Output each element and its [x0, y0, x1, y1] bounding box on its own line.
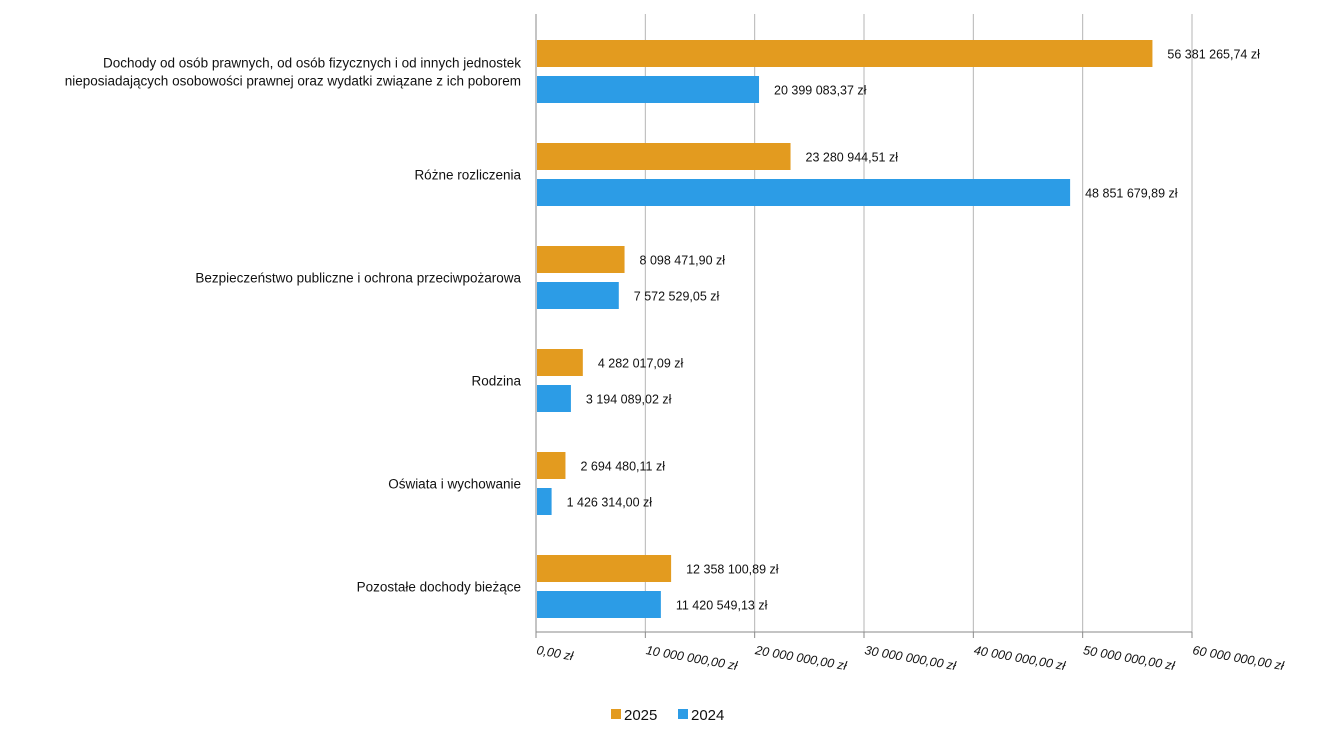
data-label-2025: 23 280 944,51 zł: [806, 151, 899, 165]
value-labels: 56 381 265,74 zł 20 399 083,37 zł 23 280 9…: [567, 48, 1261, 613]
x-tick-label: 0,00 zł: [535, 643, 575, 663]
category-label: Różne rozliczenia: [414, 168, 521, 183]
category-labels: Dochody od osób prawnych, od osób fizycz…: [65, 56, 522, 595]
bars: [537, 40, 1153, 618]
bar-2024: [537, 488, 552, 515]
data-label-2024: 3 194 089,02 zł: [586, 393, 672, 407]
bar-2024: [537, 76, 760, 103]
bar-2025: [537, 246, 625, 273]
x-tick-label: 60 000 000,00 zł: [1191, 643, 1286, 673]
data-label-2025: 56 381 265,74 zł: [1167, 48, 1260, 62]
x-tick-label: 20 000 000,00 zł: [753, 643, 849, 673]
category-label: Bezpieczeństwo publiczne i ochrona przec…: [195, 271, 521, 286]
category-label: Oświata i wychowanie: [388, 477, 521, 492]
bar-2025: [537, 40, 1153, 67]
bar-2024: [537, 591, 661, 618]
category-label: Pozostałe dochody bieżące: [357, 580, 521, 595]
data-label-2024: 1 426 314,00 zł: [567, 496, 653, 510]
category-label: Rodzina: [471, 374, 521, 389]
legend: 2025 2024: [611, 707, 724, 724]
data-label-2025: 2 694 480,11 zł: [580, 460, 665, 474]
x-tick-label: 40 000 000,00 zł: [973, 643, 1068, 673]
bar-2024: [537, 282, 619, 309]
bar-2024: [537, 179, 1071, 206]
data-label-2025: 8 098 471,90 zł: [640, 254, 726, 268]
data-label-2024: 11 420 549,13 zł: [676, 599, 768, 613]
legend-swatch-2024: [678, 709, 688, 719]
bar-2024: [537, 385, 571, 412]
x-tick-label: 30 000 000,00 zł: [863, 643, 958, 673]
data-label-2025: 12 358 100,89 zł: [686, 563, 779, 577]
gridlines: [535, 14, 1193, 638]
x-tick-label: 50 000 000,00 zł: [1082, 643, 1177, 673]
bar-2025: [537, 452, 566, 479]
bar-2025: [537, 143, 791, 170]
legend-swatch-2025: [611, 709, 621, 719]
category-label: Dochody od osób prawnych, od osób fizycz…: [103, 56, 521, 71]
data-label-2025: 4 282 017,09 zł: [598, 357, 684, 371]
x-axis-tick-labels: 0,00 zł 10 000 000,00 zł 20 000 000,00 zł 3…: [535, 643, 1286, 673]
legend-label-2025: 2025: [624, 707, 657, 724]
bar-2025: [537, 349, 583, 376]
x-tick-label: 10 000 000,00 zł: [645, 643, 740, 673]
category-label: nieposiadających osobowości prawnej oraz…: [65, 74, 521, 89]
data-label-2024: 48 851 679,89 zł: [1085, 187, 1178, 201]
legend-label-2024: 2024: [691, 707, 724, 724]
bar-2025: [537, 555, 672, 582]
data-label-2024: 7 572 529,05 zł: [634, 290, 720, 304]
data-label-2024: 20 399 083,37 zł: [774, 84, 867, 98]
